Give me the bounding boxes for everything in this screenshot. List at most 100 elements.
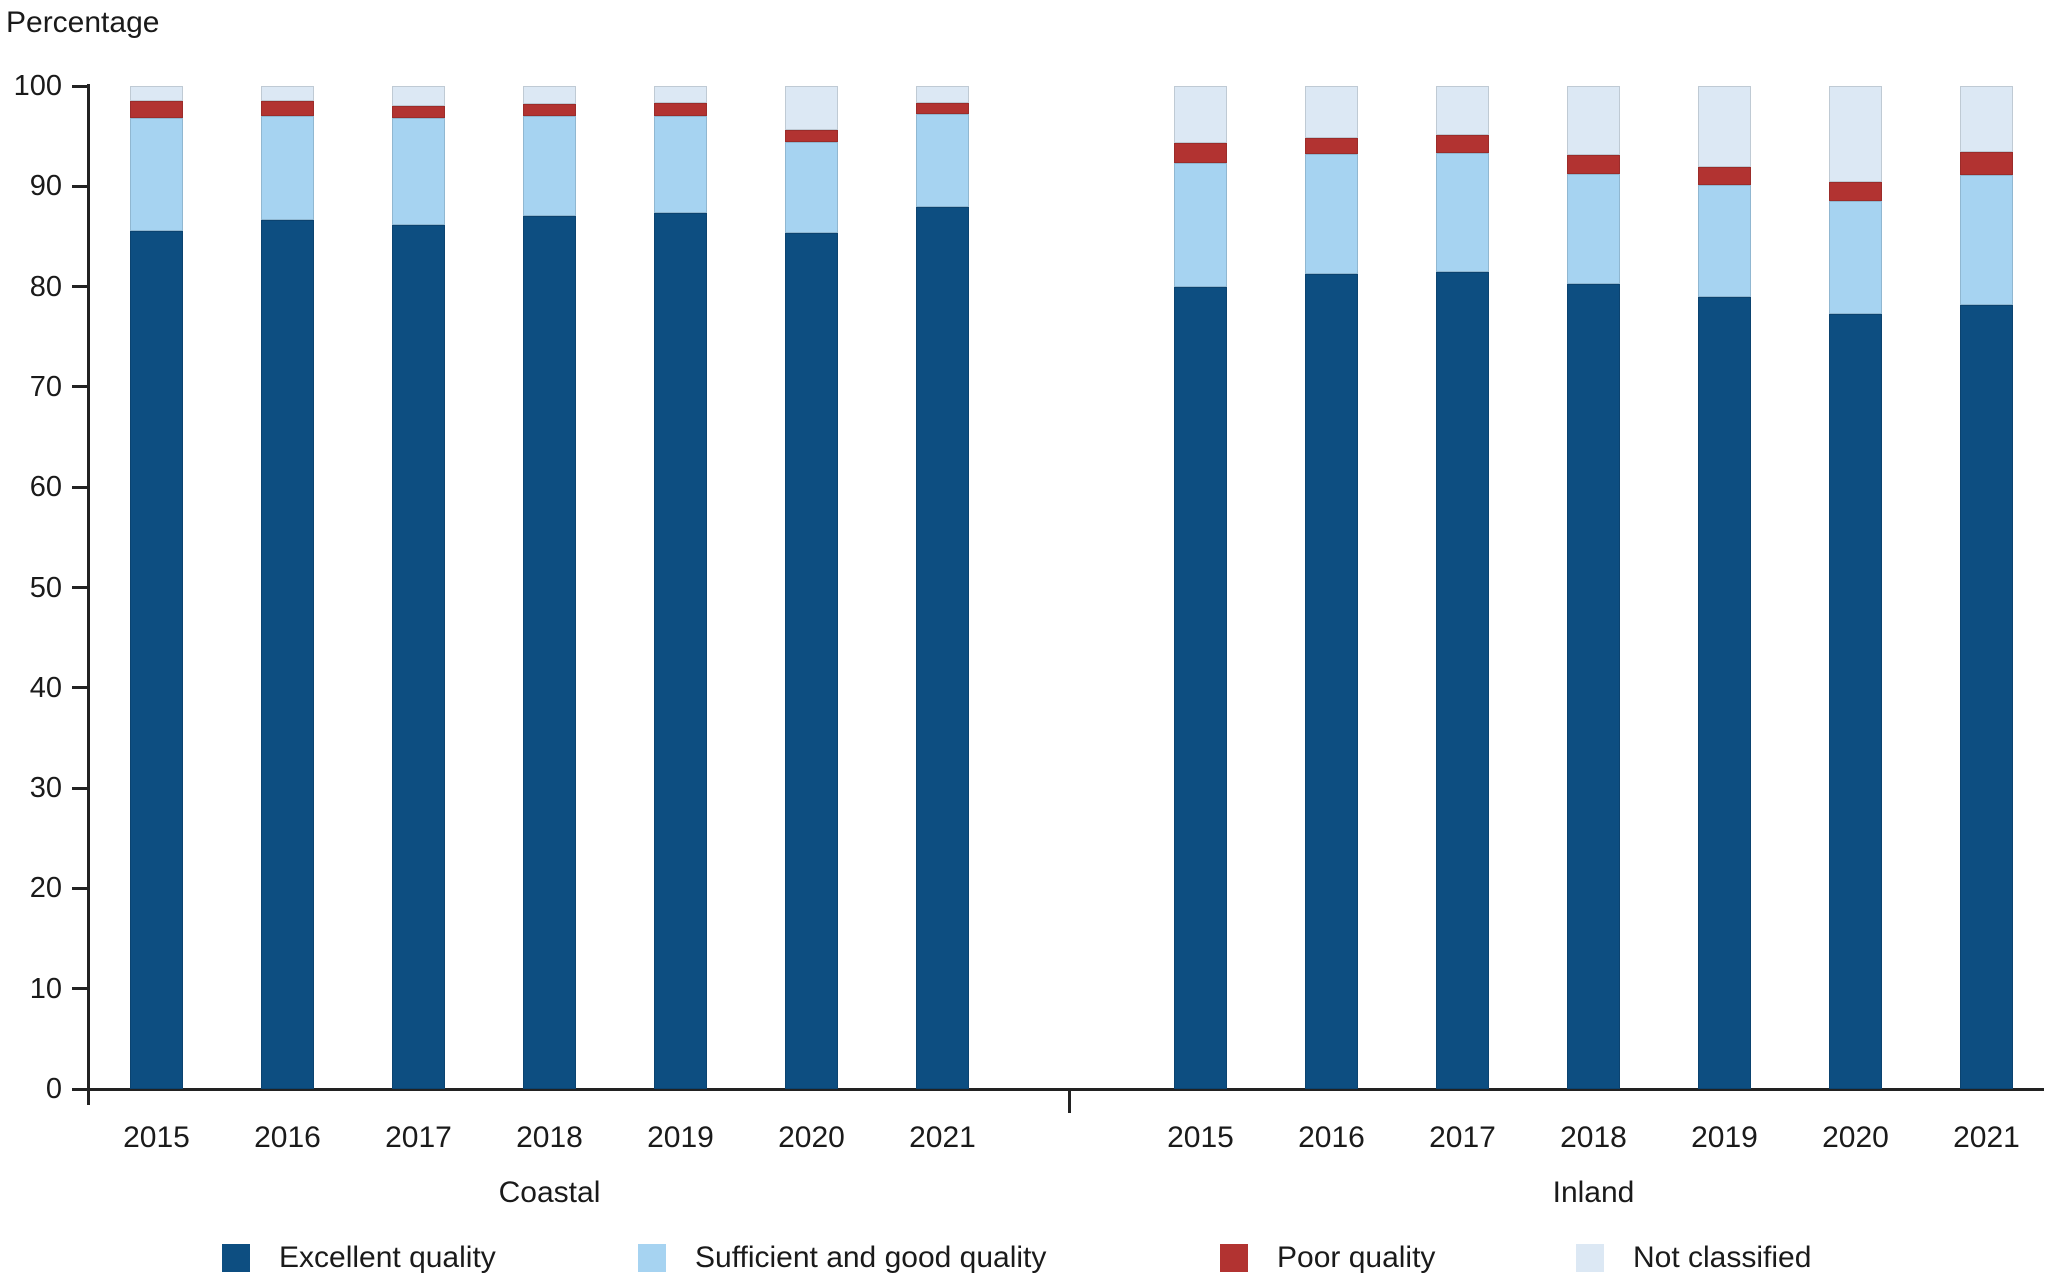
bar-segment-coastal-2016-poor-quality[interactable] <box>261 101 314 117</box>
x-axis-label-inland-2017: 2017 <box>1429 1121 1496 1154</box>
legend-label: Not classified <box>1633 1241 1812 1274</box>
y-axis-tick-label: 90 <box>29 170 62 203</box>
bar-segment-inland-2016-poor-quality[interactable] <box>1305 138 1358 155</box>
legend-swatch-sufficient-and-good-quality <box>638 1244 666 1272</box>
y-axis-tick-label: 80 <box>29 270 62 303</box>
bar-segment-inland-2021-not-classified[interactable] <box>1960 86 2013 153</box>
group-label-inland: Inland <box>1552 1176 1635 1209</box>
bar-segment-coastal-2019-sufficient-and-good-quality[interactable] <box>654 116 707 214</box>
bar-segment-inland-2020-not-classified[interactable] <box>1829 86 1882 183</box>
bar-segment-inland-2017-not-classified[interactable] <box>1436 86 1489 136</box>
x-axis-label-coastal-2015: 2015 <box>123 1121 190 1154</box>
bar-segment-coastal-2019-not-classified[interactable] <box>654 86 707 104</box>
bar-segment-inland-2019-poor-quality[interactable] <box>1698 167 1751 186</box>
bar-segment-coastal-2019-poor-quality[interactable] <box>654 103 707 117</box>
bar-segment-inland-2016-not-classified[interactable] <box>1305 86 1358 139</box>
x-axis-label-coastal-2019: 2019 <box>647 1121 714 1154</box>
y-axis-tick <box>72 886 90 890</box>
stacked-bar-inland-2016 <box>1305 86 1358 1089</box>
bar-segment-inland-2015-excellent-quality[interactable] <box>1174 286 1227 1089</box>
bar-segment-coastal-2017-not-classified[interactable] <box>392 86 445 107</box>
bar-segment-coastal-2016-excellent-quality[interactable] <box>261 220 314 1089</box>
bar-segment-inland-2018-poor-quality[interactable] <box>1567 155 1620 175</box>
bar-segment-inland-2019-sufficient-and-good-quality[interactable] <box>1698 185 1751 297</box>
bar-segment-coastal-2018-sufficient-and-good-quality[interactable] <box>523 116 576 217</box>
bar-segment-coastal-2021-sufficient-and-good-quality[interactable] <box>916 114 969 208</box>
y-axis-tick-label: 30 <box>29 772 62 805</box>
x-axis-label-inland-2015: 2015 <box>1167 1121 1234 1154</box>
bar-segment-coastal-2021-not-classified[interactable] <box>916 86 969 104</box>
legend-label: Sufficient and good quality <box>695 1241 1047 1274</box>
bar-segment-coastal-2020-poor-quality[interactable] <box>785 130 838 143</box>
legend-item-not-classified[interactable]: Not classified <box>1576 1240 1811 1276</box>
x-axis-label-inland-2016: 2016 <box>1298 1121 1365 1154</box>
x-axis-label-coastal-2016: 2016 <box>254 1121 321 1154</box>
y-axis-title: Percentage <box>6 6 160 39</box>
bar-segment-inland-2021-poor-quality[interactable] <box>1960 152 2013 176</box>
y-axis-tick <box>72 987 90 991</box>
bar-segment-inland-2018-sufficient-and-good-quality[interactable] <box>1567 174 1620 284</box>
y-axis-tick-label: 0 <box>45 1073 62 1105</box>
bar-segment-inland-2017-poor-quality[interactable] <box>1436 135 1489 154</box>
bar-segment-inland-2018-not-classified[interactable] <box>1567 86 1620 156</box>
x-axis-label-inland-2019: 2019 <box>1691 1121 1758 1154</box>
bar-segment-inland-2017-excellent-quality[interactable] <box>1436 271 1489 1089</box>
bar-segment-coastal-2021-excellent-quality[interactable] <box>916 207 969 1089</box>
bar-segment-coastal-2015-not-classified[interactable] <box>130 86 183 102</box>
bar-segment-inland-2020-poor-quality[interactable] <box>1829 182 1882 202</box>
y-axis-line <box>87 84 90 1105</box>
bar-segment-coastal-2020-not-classified[interactable] <box>785 86 838 131</box>
bar-segment-inland-2016-sufficient-and-good-quality[interactable] <box>1305 154 1358 274</box>
bar-segment-coastal-2016-not-classified[interactable] <box>261 86 314 102</box>
bar-segment-inland-2017-sufficient-and-good-quality[interactable] <box>1436 153 1489 272</box>
bar-segment-coastal-2021-poor-quality[interactable] <box>916 103 969 115</box>
bar-segment-inland-2019-excellent-quality[interactable] <box>1698 296 1751 1089</box>
stacked-bar-inland-2017 <box>1436 86 1489 1089</box>
bar-segment-inland-2015-not-classified[interactable] <box>1174 86 1227 144</box>
legend-swatch-not-classified <box>1576 1244 1604 1272</box>
y-axis-tick-label: 60 <box>29 471 62 504</box>
stacked-bar-coastal-2016 <box>261 86 314 1089</box>
bar-segment-coastal-2020-excellent-quality[interactable] <box>785 233 838 1089</box>
bar-segment-coastal-2016-sufficient-and-good-quality[interactable] <box>261 116 314 221</box>
bar-segment-inland-2019-not-classified[interactable] <box>1698 86 1751 168</box>
bar-segment-inland-2020-sufficient-and-good-quality[interactable] <box>1829 201 1882 314</box>
y-axis-tick <box>72 385 90 389</box>
bar-segment-coastal-2017-sufficient-and-good-quality[interactable] <box>392 118 445 226</box>
bar-segment-inland-2021-excellent-quality[interactable] <box>1960 304 2013 1089</box>
stacked-bar-inland-2021 <box>1960 86 2013 1089</box>
legend-item-excellent-quality[interactable]: Excellent quality <box>222 1240 496 1276</box>
bar-segment-inland-2016-excellent-quality[interactable] <box>1305 273 1358 1089</box>
bar-segment-coastal-2019-excellent-quality[interactable] <box>654 213 707 1089</box>
bar-segment-coastal-2015-sufficient-and-good-quality[interactable] <box>130 118 183 232</box>
bar-segment-coastal-2018-excellent-quality[interactable] <box>523 216 576 1089</box>
bar-segment-inland-2020-excellent-quality[interactable] <box>1829 313 1882 1089</box>
bar-segment-inland-2018-excellent-quality[interactable] <box>1567 283 1620 1089</box>
stacked-bar-inland-2020 <box>1829 86 1882 1089</box>
bar-segment-coastal-2020-sufficient-and-good-quality[interactable] <box>785 142 838 234</box>
y-axis-tick <box>72 485 90 489</box>
bar-segment-inland-2015-sufficient-and-good-quality[interactable] <box>1174 163 1227 287</box>
bar-segment-coastal-2018-poor-quality[interactable] <box>523 104 576 117</box>
stacked-bar-coastal-2018 <box>523 86 576 1089</box>
y-axis-tick-label: 20 <box>29 872 62 905</box>
y-axis-tick-label: 100 <box>13 70 62 102</box>
bar-segment-inland-2021-sufficient-and-good-quality[interactable] <box>1960 175 2013 305</box>
bar-segment-coastal-2017-poor-quality[interactable] <box>392 106 445 119</box>
x-axis-label-inland-2020: 2020 <box>1822 1121 1889 1154</box>
bar-segment-coastal-2015-excellent-quality[interactable] <box>130 231 183 1089</box>
stacked-bar-inland-2019 <box>1698 86 1751 1089</box>
x-axis-label-coastal-2020: 2020 <box>778 1121 845 1154</box>
bar-segment-inland-2015-poor-quality[interactable] <box>1174 143 1227 164</box>
stacked-bar-inland-2018 <box>1567 86 1620 1089</box>
y-axis-tick <box>72 184 90 188</box>
y-axis-tick <box>72 786 90 790</box>
bar-segment-coastal-2018-not-classified[interactable] <box>523 86 576 105</box>
bar-segment-coastal-2015-poor-quality[interactable] <box>130 101 183 119</box>
x-axis-line <box>87 1087 2044 1091</box>
legend-item-poor-quality[interactable]: Poor quality <box>1220 1240 1435 1276</box>
bar-segment-coastal-2017-excellent-quality[interactable] <box>392 225 445 1089</box>
legend-label: Excellent quality <box>279 1241 496 1274</box>
legend-item-sufficient-and-good-quality[interactable]: Sufficient and good quality <box>638 1240 1046 1276</box>
